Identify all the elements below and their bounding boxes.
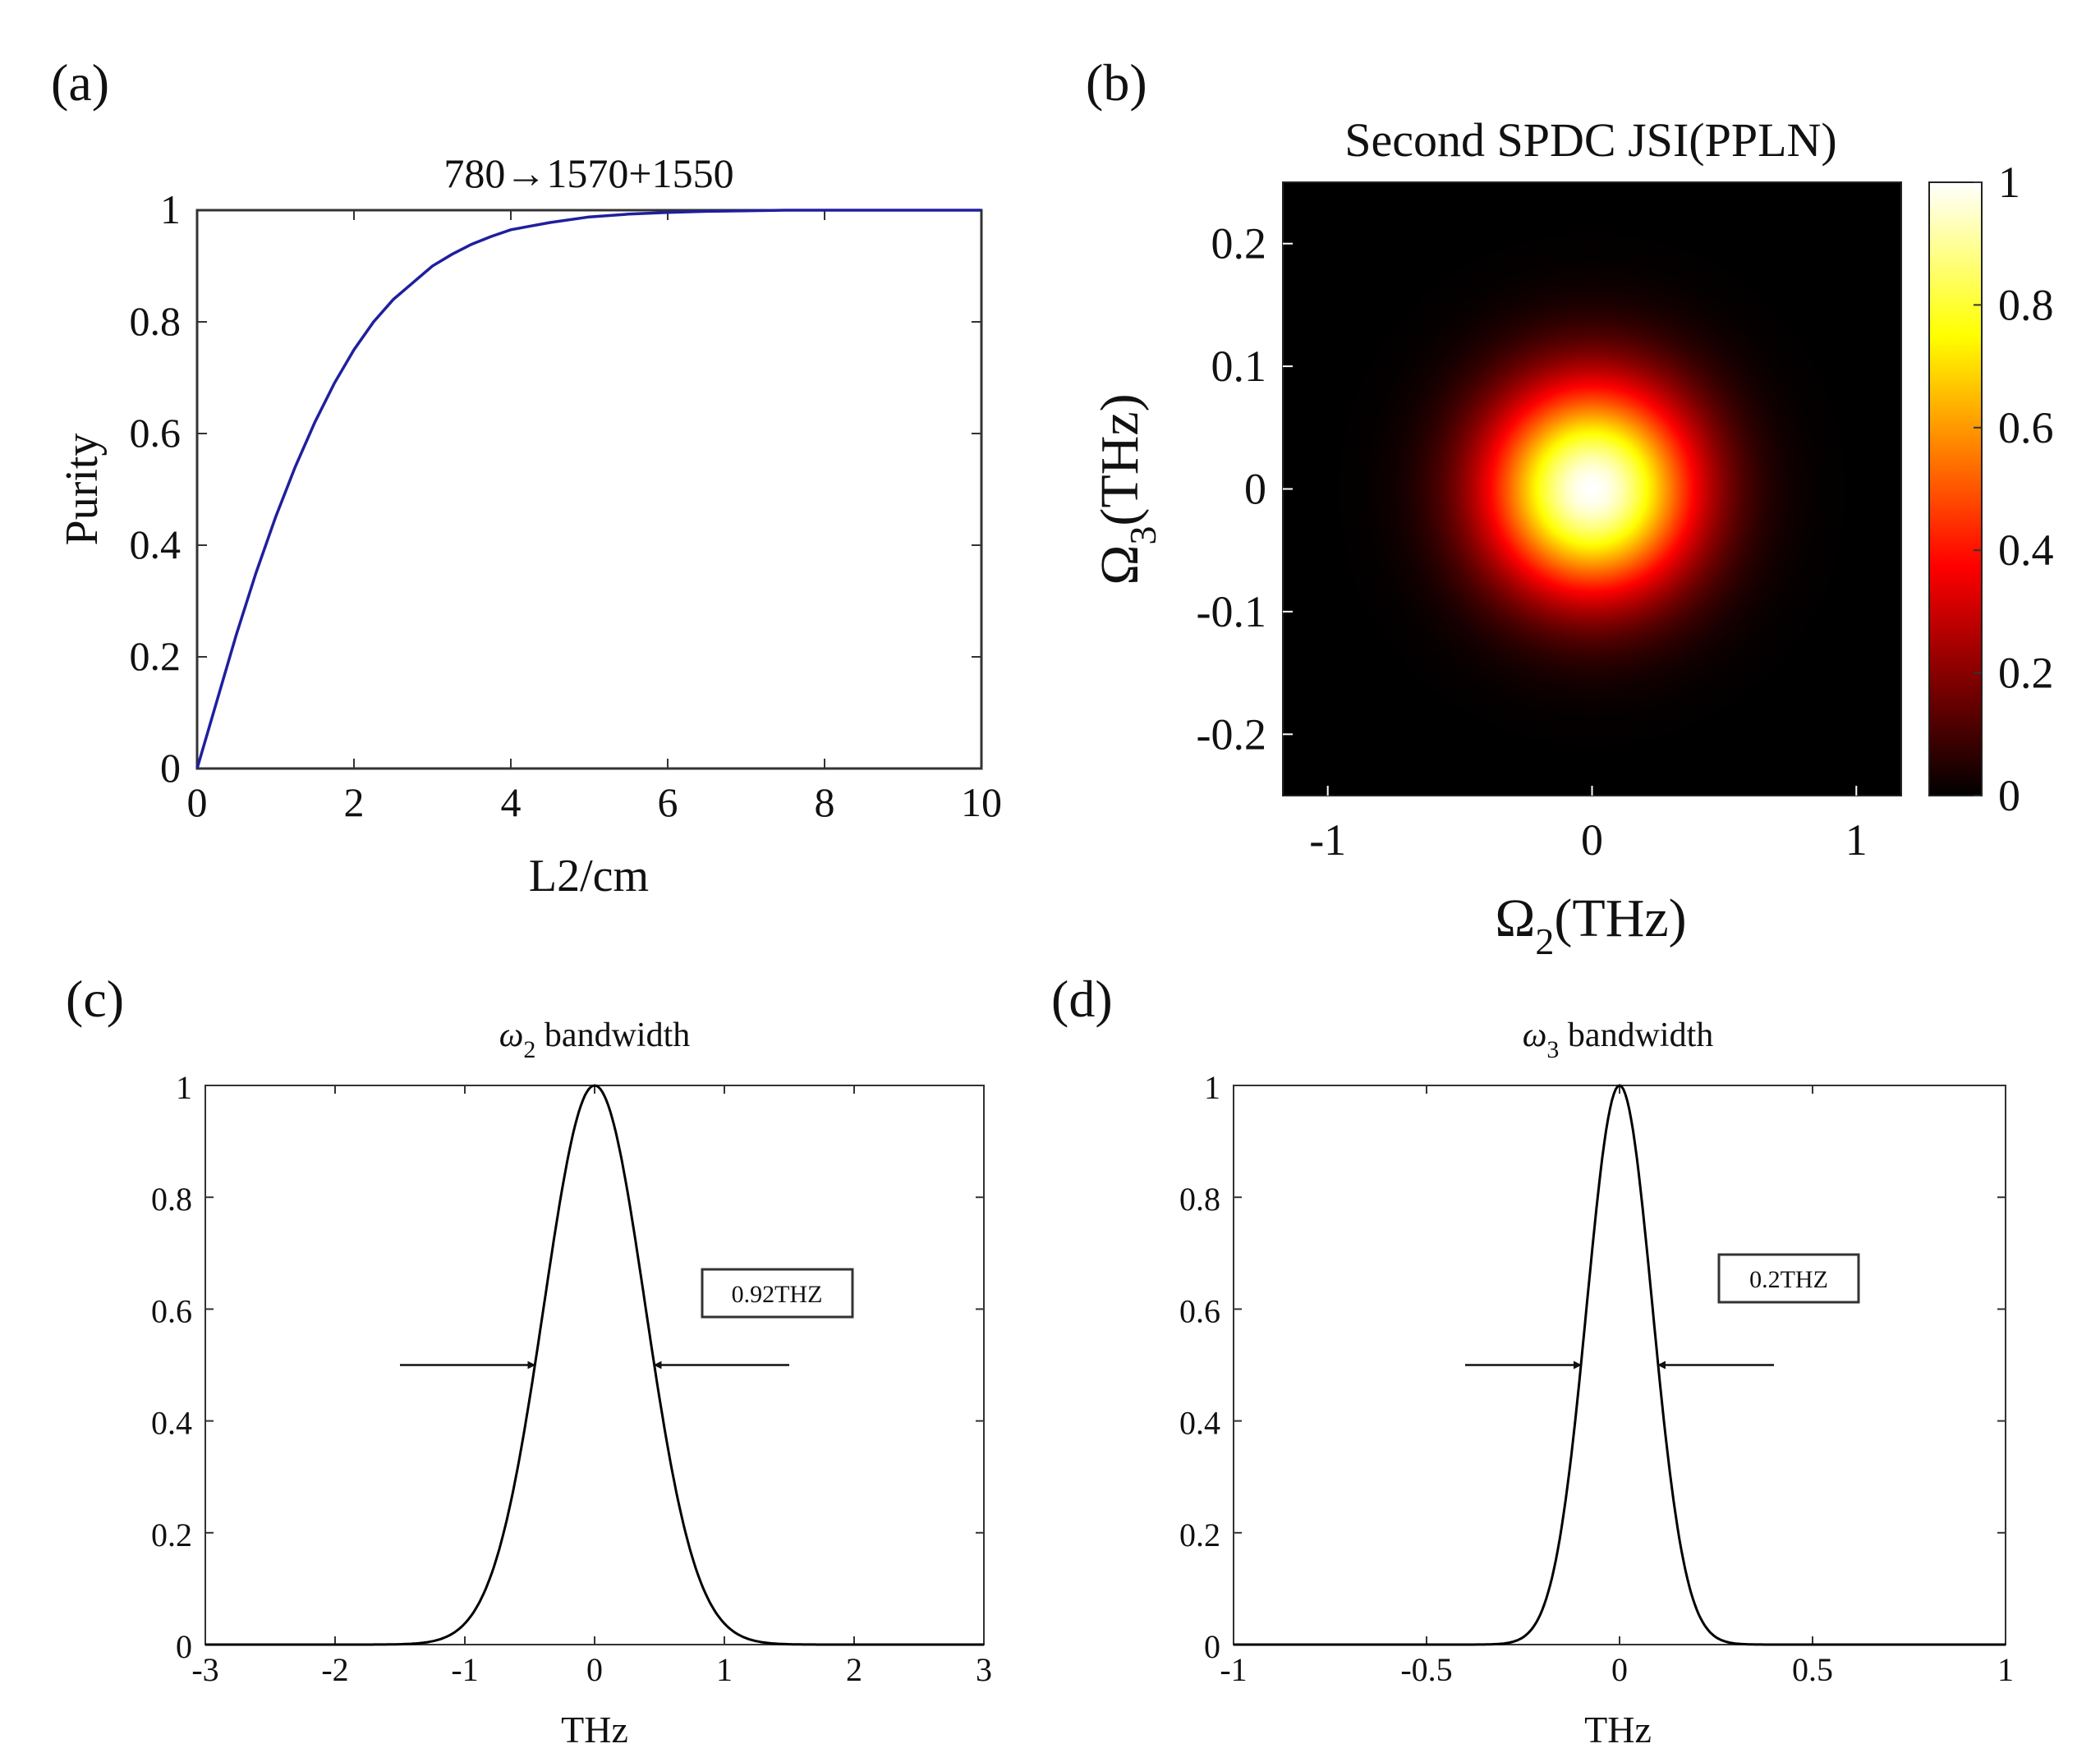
panel-b-xlabel-unit: (THz) [1554,888,1686,948]
panel-c-ytick-label: 0 [176,1628,192,1665]
panel-a-purity-line [195,209,981,769]
panel-c-ytick-label: 1 [176,1069,192,1106]
panel-b-ytick-label: -0.2 [1197,709,1266,759]
panel-a-xtick-label: 0 [187,779,208,825]
panel-c-xtick-label: 3 [976,1651,992,1688]
panel-b-label: (b) [1086,53,1147,112]
panel-b-ylabel: Ω3(THz) [1090,393,1164,585]
panel-c: (c) ω2 bandwidth -3 -2 -1 0 1 2 300.20.40.60.8… [66,970,992,1751]
panel-d-xlabel: THz [1584,1709,1652,1751]
panel-a-xlabel: L2/cm [529,851,649,902]
panel-c-xtick-label: 2 [846,1651,862,1688]
panel-d-ticks: -1 -0.5 0 0.5 1 0 0.2 0.4 0.6 0.8 1 [1179,1069,2014,1688]
panel-d-title-main: ω [1523,1016,1547,1054]
panel-b-colorbar [1928,181,1983,796]
panel-a-ytick-label: 0 [160,745,181,791]
panel-b-xtick-label: 1 [1845,815,1868,865]
panel-c-annotation: 0.92THZ [732,1281,823,1308]
panel-b-ytick-label: 0.2 [1211,219,1267,268]
panel-b-ylabel-main: Ω [1090,545,1150,585]
panel-c-title-main: ω [499,1016,524,1054]
panel-d-ytick-label: 0.6 [1179,1292,1220,1329]
panel-c-ytick-label: 0.2 [151,1517,192,1553]
panel-c-ytick-label: 0.8 [151,1181,192,1218]
panel-a-xtick-label: 8 [815,779,835,825]
panel-d-ytick-label: 0.2 [1179,1517,1220,1553]
panel-a-ytick-label: 0.2 [130,633,182,679]
panel-c-label: (c) [66,970,124,1028]
panel-d-label: (d) [1051,970,1113,1028]
panel-a-label: (a) [51,53,109,112]
panel-b-colorbar-ticks: 0 0.2 0.4 0.6 0.8 1 [1974,158,2054,820]
panel-d-xtick-label: 0 [1611,1651,1628,1688]
panel-d-xtick-label: 0.5 [1792,1651,1833,1688]
panel-b-colorbar-tick-label: 0.4 [1998,525,2054,575]
panel-b-colorbar-tick-label: 0 [1998,771,2020,820]
panel-c-xtick-label: -1 [451,1651,478,1688]
panel-b-ytick-label: 0 [1244,465,1266,514]
panel-c-bandwidth-curve [205,1084,984,1646]
panel-a-ytick-label: 0.4 [130,521,182,567]
panel-b-ytick-label: -0.1 [1197,587,1266,636]
panel-a-xtick-label: 2 [344,779,365,825]
panel-a-ytick-label: 1 [160,186,181,232]
panel-a: (a) 780→1570+1550 0 2 4 6 8 1000.20.40.60.81 … [51,53,1002,902]
panel-d-annotation: 0.2THZ [1749,1266,1828,1293]
panel-a-ytick-label: 0.6 [130,410,182,456]
panel-d-xtick-label: -1 [1220,1651,1247,1688]
panel-b-ytick-label: 0.1 [1211,342,1267,391]
panel-d-axes-box [1233,1085,2006,1645]
panel-a-ylabel: Purity [57,434,108,546]
panel-b-ticks: -1 0 1 -0.2 -0.1 0 0.1 0.2 [1197,219,1868,865]
panel-a-axes-box [195,209,983,770]
panel-b-colorbar-tick-label: 0.6 [1998,403,2054,452]
panel-c-title: ω2 bandwidth [499,1016,690,1063]
panel-a-xtick-label: 6 [658,779,678,825]
panel-c-title-sub: 2 [523,1036,535,1063]
panel-d-annotation-box [1717,1253,1860,1304]
panel-b-xtick-label: 0 [1581,815,1603,865]
panel-d-ytick-label: 0.8 [1179,1181,1220,1218]
panel-b-xlabel: Ω2(THz) [1495,888,1686,962]
panel-b-title: Second SPDC JSI(PPLN) [1344,113,1836,167]
panel-a-ticks: 0 2 4 6 8 10 0 0.2 0.4 0.6 0.8 1 [130,186,1003,825]
panel-b-xlabel-main: Ω [1495,888,1535,948]
panel-c-axes-box [204,1085,985,1645]
panel-c-ticks: -3 -2 -1 0 1 2 3 0 0.2 0.4 0.6 0.8 1 [151,1069,992,1688]
panel-d: (d) ω3 bandwidth -1 -0.5 0 0.5 1 0 0.2 0.4 0.6 0.… [1051,970,2014,1751]
panel-c-xtick-label: 0 [586,1651,603,1688]
panel-a-xtick-label: 4 [501,779,522,825]
panel-b-heatmap [1283,182,1901,796]
panel-d-title: ω3 bandwidth [1523,1016,1713,1063]
panel-b-colorbar-tick-label: 1 [1998,158,2020,207]
panel-a-title: 780→1570+1550 [443,150,733,196]
panel-b-xtick-label: -1 [1309,815,1346,865]
panel-d-xtick-label: -0.5 [1400,1651,1452,1688]
panel-c-xtick-label: -3 [191,1651,218,1688]
panel-d-bandwidth-curve [1234,1084,2006,1646]
panel-b-colorbar-tick-label: 0.2 [1998,649,2054,698]
panel-b-ylabel-sub: 3 [1122,526,1164,545]
panel-b-xlabel-sub: 2 [1535,920,1554,962]
panel-c-xtick-label: 1 [716,1651,733,1688]
panel-a-xtick-label: 10 [961,779,1002,825]
panel-c-annotation-box [701,1268,854,1319]
panel-c-xtick-label: -2 [321,1651,348,1688]
panel-d-ytick-label: 0.4 [1179,1405,1220,1442]
panel-d-ytick-label: 0 [1204,1628,1220,1665]
panel-d-xtick-label: 1 [1997,1651,2014,1688]
panel-a-ytick-label: 0.8 [130,298,182,344]
panel-c-ytick-label: 0.6 [151,1292,192,1329]
panel-d-ytick-label: 1 [1204,1069,1220,1106]
panel-c-ytick-label: 0.4 [151,1405,192,1442]
panel-c-xlabel: THz [561,1709,628,1751]
panel-d-title-rest: bandwidth [1559,1016,1713,1054]
panel-b: (b) Second SPDC JSI(PPLN) -1 0 1-0.2-0.100… [1086,53,2054,962]
panel-c-title-rest: bandwidth [535,1016,690,1054]
panel-b-colorbar-tick-label: 0.8 [1998,280,2054,329]
panel-b-ylabel-unit: (THz) [1090,393,1150,525]
panel-d-title-sub: 3 [1546,1036,1559,1063]
